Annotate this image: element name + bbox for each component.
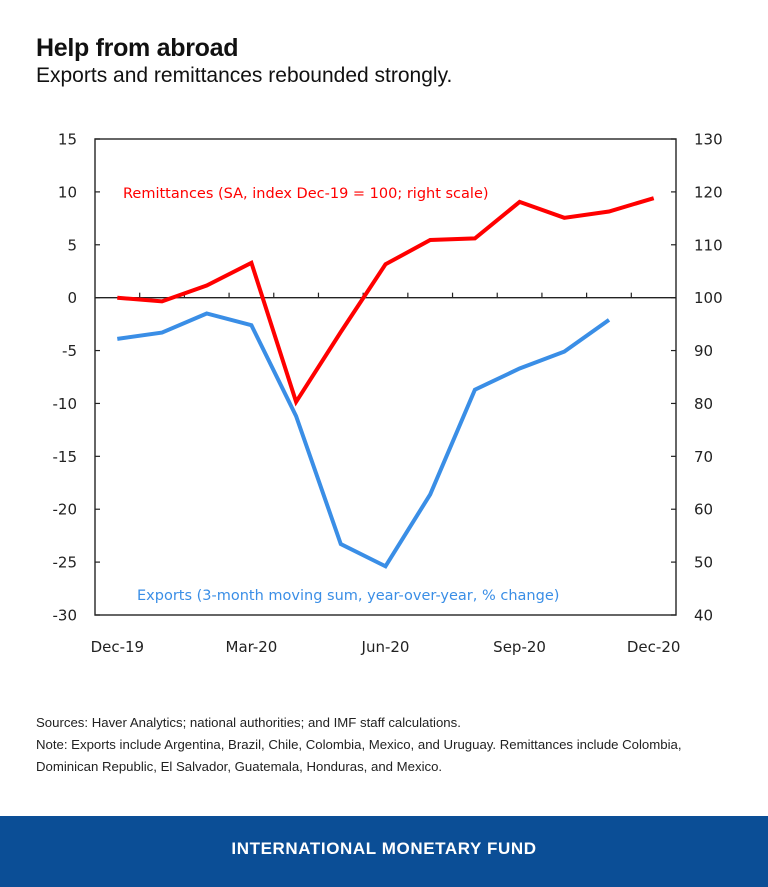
exports-series-label: Exports (3-month moving sum, year-over-y… xyxy=(137,588,559,604)
exports-line xyxy=(117,311,611,569)
x-tick-label: Jun-20 xyxy=(361,638,410,656)
chart-notes: Sources: Haver Analytics; national autho… xyxy=(36,712,756,778)
plot-frame xyxy=(94,138,677,616)
imf-brand-label: INTERNATIONAL MONETARY FUND xyxy=(231,838,537,858)
right-y-tick-label: 120 xyxy=(694,183,723,201)
remittances-line xyxy=(117,196,655,407)
right-y-tick-label: 130 xyxy=(694,131,723,149)
left-y-tick-label: -5 xyxy=(62,342,77,360)
left-y-tick-label: -30 xyxy=(53,607,78,625)
left-y-tick-label: -15 xyxy=(53,448,78,466)
right-y-tick-label: 80 xyxy=(694,395,713,413)
sources-note: Sources: Haver Analytics; national autho… xyxy=(36,715,461,730)
note-line-2: Dominican Republic, El Salvador, Guatema… xyxy=(36,759,443,774)
right-y-tick-label: 70 xyxy=(694,448,713,466)
x-tick-label: Dec-19 xyxy=(91,638,145,656)
left-y-tick-label: -25 xyxy=(53,554,78,572)
chart-subtitle: Exports and remittances rebounded strong… xyxy=(36,64,453,87)
left-y-tick-label: 5 xyxy=(67,236,77,254)
right-y-tick-label: 90 xyxy=(694,342,713,360)
remittances-series-label: Remittances (SA, index Dec-19 = 100; rig… xyxy=(123,186,489,202)
right-y-tick-label: 40 xyxy=(694,607,713,625)
left-y-tick-label: 15 xyxy=(58,131,77,149)
x-tick-label: Sep-20 xyxy=(493,638,546,656)
line-chart: 151050-5-10-15-20-25-3013012011010090807… xyxy=(53,131,723,657)
left-y-tick-label: 0 xyxy=(67,289,77,307)
right-y-tick-label: 60 xyxy=(694,501,713,519)
left-y-tick-label: 10 xyxy=(58,183,77,201)
left-y-tick-label: -20 xyxy=(53,501,78,519)
right-y-tick-label: 50 xyxy=(694,554,713,572)
x-tick-label: Dec-20 xyxy=(627,638,681,656)
note-line-1: Note: Exports include Argentina, Brazil,… xyxy=(36,737,682,752)
chart-title: Help from abroad xyxy=(36,34,239,62)
x-tick-label: Mar-20 xyxy=(226,638,278,656)
right-y-tick-label: 100 xyxy=(694,289,723,307)
footer-banner: INTERNATIONAL MONETARY FUND xyxy=(0,816,768,887)
left-y-tick-label: -10 xyxy=(53,395,78,413)
right-y-tick-label: 110 xyxy=(694,236,723,254)
